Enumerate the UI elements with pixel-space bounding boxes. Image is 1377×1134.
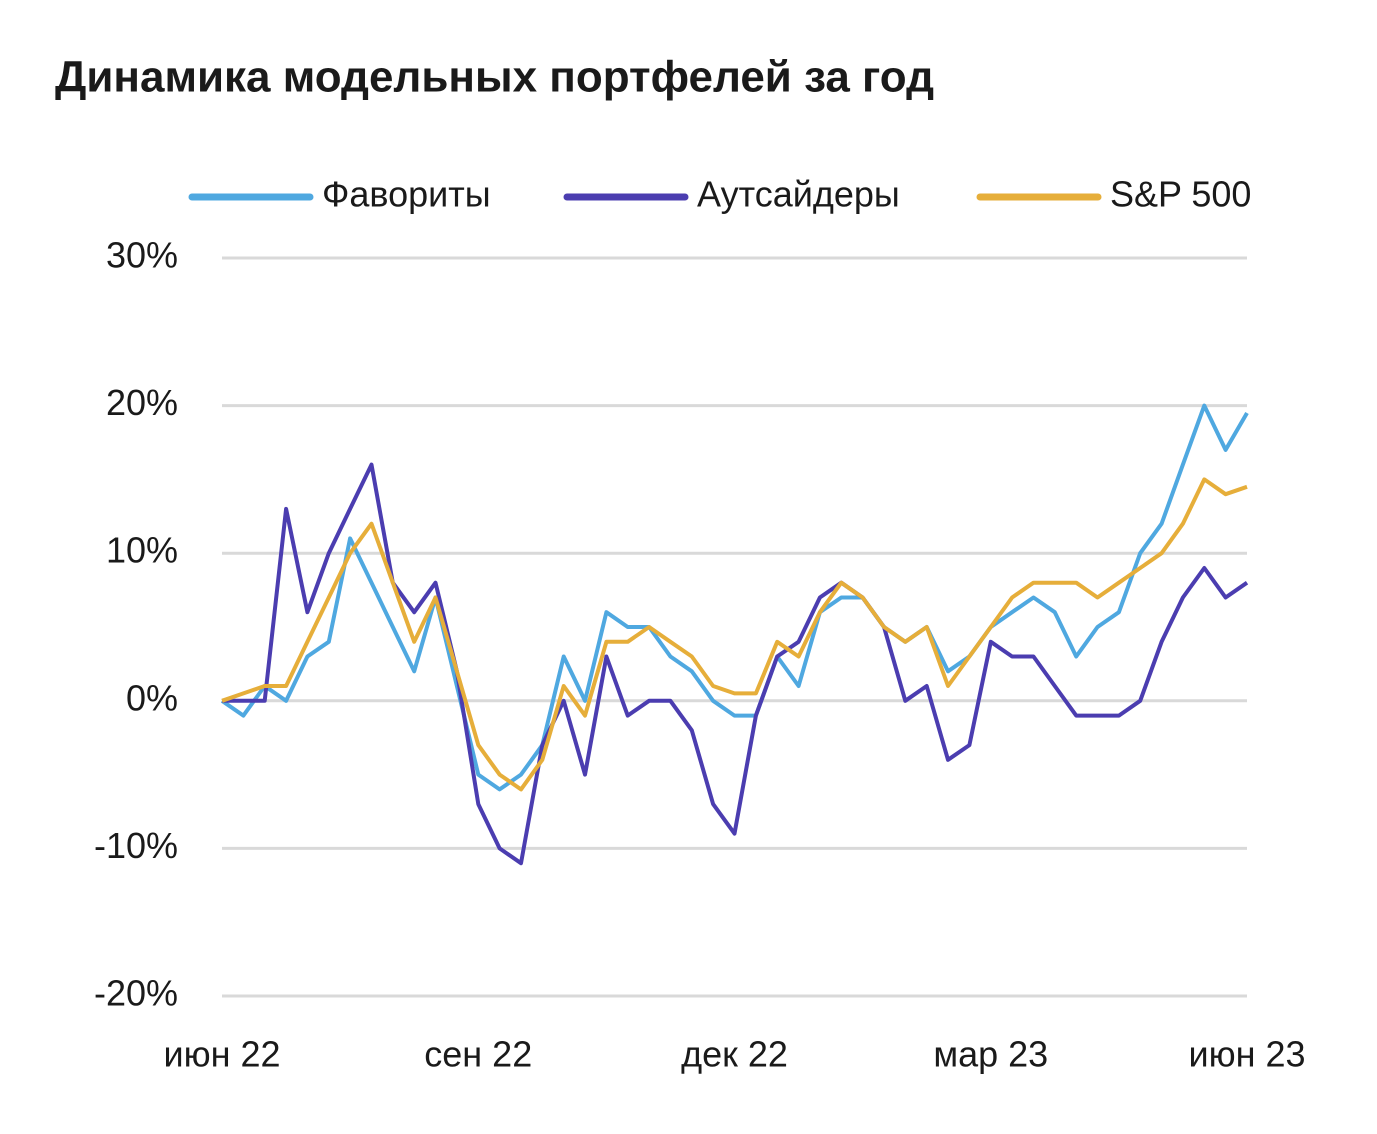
y-tick-label: 30%: [106, 235, 178, 276]
x-tick-label: дек 22: [681, 1034, 788, 1075]
y-tick-label: -20%: [94, 973, 178, 1014]
y-tick-label: 10%: [106, 530, 178, 571]
y-tick-label: 20%: [106, 382, 178, 423]
series-line: [220, 403, 1249, 792]
x-tick-label: июн 23: [1188, 1034, 1305, 1075]
legend-label: S&P 500: [1110, 174, 1251, 215]
chart-title: Динамика модельных портфелей за год: [55, 53, 934, 102]
legend-label: Фавориты: [322, 174, 491, 215]
x-tick-label: сен 22: [424, 1034, 532, 1075]
legend-label: Аутсайдеры: [697, 174, 900, 215]
x-tick-label: июн 22: [163, 1034, 280, 1075]
x-tick-label: мар 23: [933, 1034, 1048, 1075]
y-tick-label: -10%: [94, 825, 178, 866]
y-tick-label: 0%: [126, 677, 178, 718]
series-line: [222, 462, 1249, 866]
series-line: [221, 477, 1248, 792]
